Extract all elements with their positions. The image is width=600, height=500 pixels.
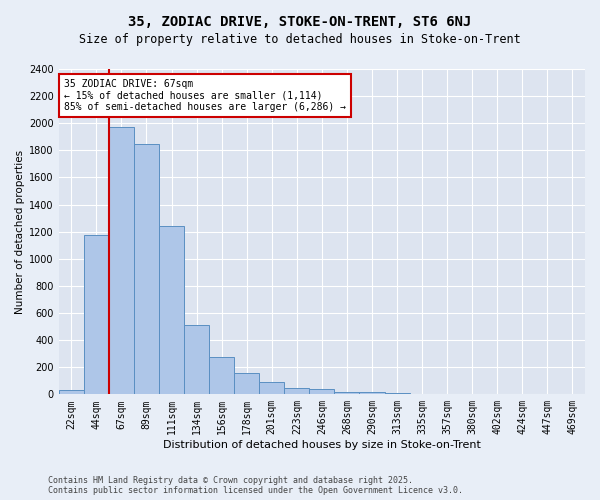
Text: 35, ZODIAC DRIVE, STOKE-ON-TRENT, ST6 6NJ: 35, ZODIAC DRIVE, STOKE-ON-TRENT, ST6 6N… [128, 15, 472, 29]
Bar [284, 388, 310, 394]
Bar [59, 390, 84, 394]
Bar [109, 126, 134, 394]
Bar [209, 357, 234, 395]
Bar [334, 392, 359, 394]
Bar [310, 389, 334, 394]
X-axis label: Distribution of detached houses by size in Stoke-on-Trent: Distribution of detached houses by size … [163, 440, 481, 450]
Text: 35 ZODIAC DRIVE: 67sqm
← 15% of detached houses are smaller (1,114)
85% of semi-: 35 ZODIAC DRIVE: 67sqm ← 15% of detached… [64, 79, 346, 112]
Text: Size of property relative to detached houses in Stoke-on-Trent: Size of property relative to detached ho… [79, 32, 521, 46]
Bar [159, 226, 184, 394]
Text: Contains HM Land Registry data © Crown copyright and database right 2025.: Contains HM Land Registry data © Crown c… [48, 476, 413, 485]
Bar [134, 144, 159, 394]
Bar [359, 392, 385, 394]
Bar [184, 324, 209, 394]
Bar [234, 372, 259, 394]
Bar [84, 235, 109, 394]
Bar [259, 382, 284, 394]
Text: Contains public sector information licensed under the Open Government Licence v3: Contains public sector information licen… [48, 486, 463, 495]
Bar [385, 393, 410, 394]
Y-axis label: Number of detached properties: Number of detached properties [15, 150, 25, 314]
